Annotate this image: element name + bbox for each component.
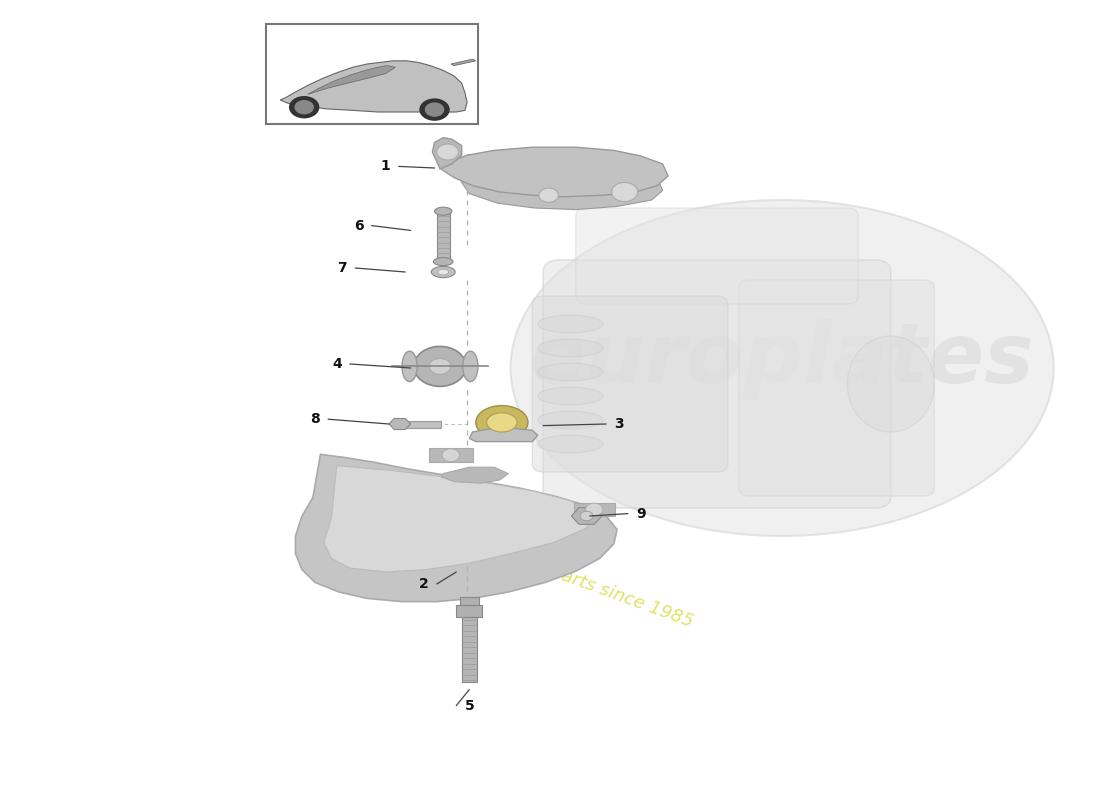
Ellipse shape: [434, 207, 452, 215]
Bar: [460, 597, 480, 605]
Circle shape: [580, 511, 593, 521]
Circle shape: [612, 182, 638, 202]
Ellipse shape: [431, 266, 455, 278]
Polygon shape: [307, 66, 395, 94]
Polygon shape: [571, 508, 602, 524]
Ellipse shape: [538, 363, 603, 381]
Bar: [462, 616, 477, 682]
Polygon shape: [470, 428, 538, 442]
Bar: [437, 214, 450, 260]
Text: 5: 5: [464, 698, 474, 713]
Bar: [573, 503, 615, 516]
Text: 3: 3: [615, 417, 624, 431]
Text: 6: 6: [354, 218, 363, 233]
Text: 2: 2: [419, 577, 429, 591]
Bar: [456, 605, 482, 617]
Text: 4: 4: [332, 357, 342, 371]
Text: 8: 8: [310, 412, 320, 426]
FancyBboxPatch shape: [543, 260, 891, 508]
Ellipse shape: [538, 339, 603, 357]
Circle shape: [289, 96, 319, 118]
Ellipse shape: [463, 351, 478, 382]
Text: 1: 1: [381, 159, 390, 174]
Ellipse shape: [414, 346, 466, 386]
Ellipse shape: [510, 200, 1054, 536]
Polygon shape: [441, 467, 508, 483]
Bar: [266, 24, 478, 124]
Circle shape: [295, 100, 313, 114]
Circle shape: [442, 449, 460, 462]
Polygon shape: [451, 59, 476, 66]
Circle shape: [539, 188, 559, 202]
Ellipse shape: [538, 411, 603, 429]
Polygon shape: [432, 138, 462, 169]
Ellipse shape: [402, 351, 417, 382]
Text: 7: 7: [338, 261, 346, 275]
Circle shape: [585, 503, 603, 516]
Text: a passion for parts since 1985: a passion for parts since 1985: [434, 521, 695, 631]
Ellipse shape: [429, 358, 451, 374]
Ellipse shape: [538, 315, 603, 333]
Ellipse shape: [538, 435, 603, 453]
FancyBboxPatch shape: [575, 208, 858, 304]
Circle shape: [425, 102, 444, 117]
Ellipse shape: [433, 258, 453, 266]
Ellipse shape: [847, 336, 934, 432]
Ellipse shape: [476, 406, 528, 439]
Polygon shape: [462, 152, 662, 210]
Text: europlates: europlates: [530, 319, 1034, 401]
Circle shape: [419, 98, 450, 121]
Polygon shape: [296, 454, 617, 602]
Bar: [429, 448, 473, 462]
Ellipse shape: [538, 387, 603, 405]
Polygon shape: [389, 418, 410, 430]
Ellipse shape: [438, 269, 449, 274]
Polygon shape: [323, 466, 592, 572]
Bar: [399, 421, 441, 428]
FancyBboxPatch shape: [532, 296, 728, 472]
Polygon shape: [440, 147, 668, 197]
Polygon shape: [280, 61, 468, 112]
FancyBboxPatch shape: [739, 280, 934, 496]
Ellipse shape: [486, 413, 517, 432]
Text: 9: 9: [636, 506, 646, 521]
Circle shape: [437, 144, 459, 160]
